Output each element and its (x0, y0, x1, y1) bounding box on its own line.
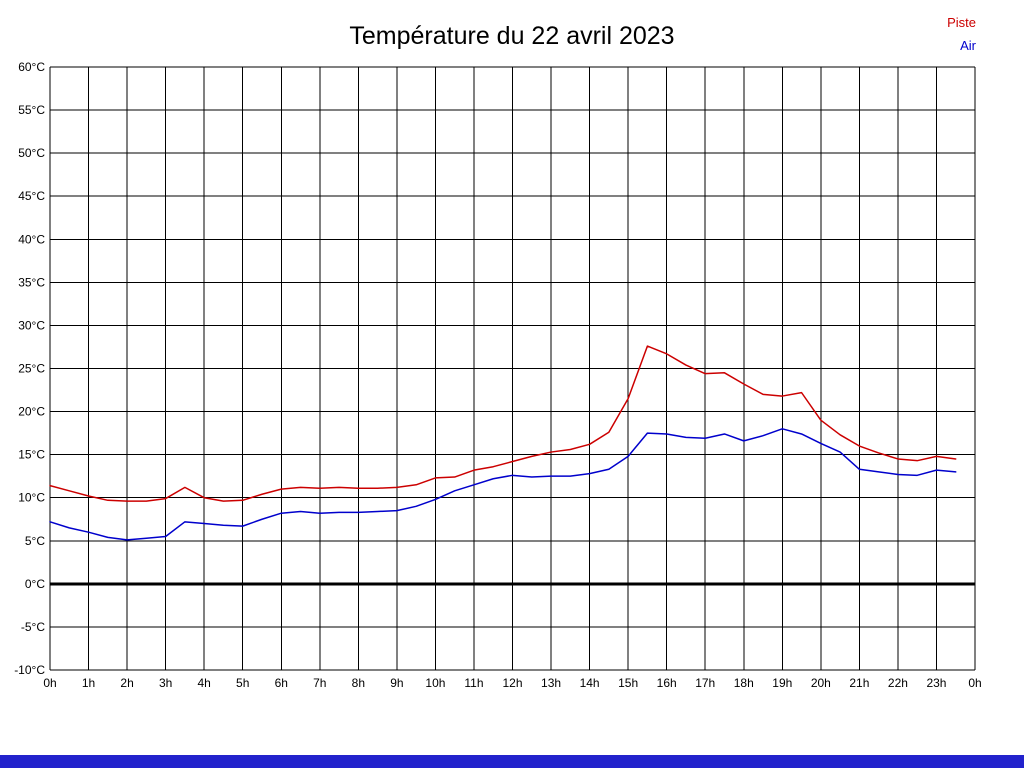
x-tick-label: 15h (618, 676, 638, 690)
x-tick-label: 3h (159, 676, 172, 690)
x-tick-label: 21h (849, 676, 869, 690)
x-tick-label: 22h (888, 676, 908, 690)
x-tick-label: 0h (968, 676, 981, 690)
chart-title: Température du 22 avril 2023 (349, 22, 675, 50)
x-tick-label: 7h (313, 676, 326, 690)
x-tick-label: 2h (120, 676, 133, 690)
legend-piste-label: Piste (947, 15, 976, 30)
legend-air-label: Air (960, 38, 976, 53)
x-tick-label: 1h (82, 676, 95, 690)
y-tick-label: -5°C (21, 620, 45, 634)
x-tick-label: 4h (197, 676, 210, 690)
y-tick-label: 60°C (18, 60, 45, 74)
x-tick-label: 11h (464, 676, 483, 690)
y-tick-label: 20°C (18, 405, 45, 419)
y-tick-label: 5°C (25, 534, 45, 548)
y-tick-label: 30°C (18, 318, 45, 332)
x-tick-label: 5h (236, 676, 249, 690)
x-tick-label: 16h (657, 676, 677, 690)
y-tick-label: 55°C (18, 103, 45, 117)
y-tick-label: 15°C (18, 448, 45, 462)
x-tick-label: 10h (425, 676, 445, 690)
series-line-air (49, 428, 957, 541)
x-tick-label: 14h (580, 676, 600, 690)
x-tick-label: 19h (772, 676, 792, 690)
x-tick-label: 6h (275, 676, 288, 690)
x-tick-label: 8h (352, 676, 365, 690)
bottom-blue-bar (0, 755, 1024, 768)
y-tick-label: 50°C (18, 146, 45, 160)
x-tick-label: 23h (926, 676, 946, 690)
y-tick-label: 40°C (18, 232, 45, 246)
y-tick-label: 45°C (18, 189, 45, 203)
x-tick-label: 9h (390, 676, 403, 690)
x-tick-label: 12h (502, 676, 522, 690)
x-tick-label: 0h (43, 676, 56, 690)
x-tick-label: 20h (811, 676, 831, 690)
y-tick-label: 10°C (18, 491, 45, 505)
x-tick-label: 13h (541, 676, 561, 690)
y-tick-label: 0°C (25, 577, 45, 591)
x-tick-label: 18h (734, 676, 754, 690)
chart-legend: Piste Air (947, 11, 976, 57)
y-tick-label: 35°C (18, 275, 45, 289)
y-tick-label: -10°C (14, 663, 45, 677)
x-tick-label: 17h (695, 676, 715, 690)
series-line-piste (49, 345, 957, 502)
y-tick-label: 25°C (18, 362, 45, 376)
